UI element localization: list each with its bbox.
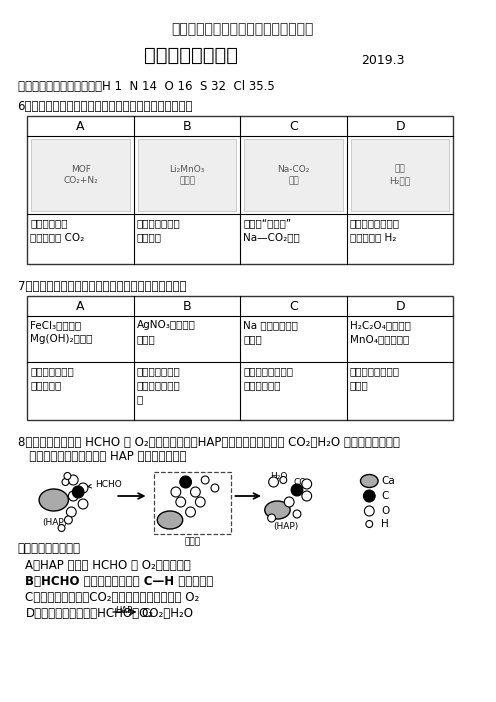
Text: B: B <box>183 119 191 133</box>
Text: (HAP): (HAP) <box>274 522 299 531</box>
Bar <box>27 296 453 420</box>
Text: 产生气泡，随后紫
色褪去: 产生气泡，随后紫 色褪去 <box>350 366 400 390</box>
Text: 6．我国科技创新成果斐然，下列成果与电化学无关的是: 6．我国科技创新成果斐然，下列成果与电化学无关的是 <box>17 100 193 113</box>
Circle shape <box>72 486 84 498</box>
Text: Li₂MnO₃
锂电池: Li₂MnO₃ 锂电池 <box>170 164 205 185</box>
Text: D: D <box>395 119 405 133</box>
Ellipse shape <box>361 475 378 487</box>
Circle shape <box>190 487 200 497</box>
Circle shape <box>186 507 195 517</box>
Text: B: B <box>183 300 191 312</box>
Bar <box>154 472 231 534</box>
Text: AgNO₃溶液滴入
氯水中: AgNO₃溶液滴入 氯水中 <box>137 320 195 344</box>
Text: C: C <box>381 491 388 501</box>
Text: A: A <box>76 119 85 133</box>
Bar <box>351 139 449 211</box>
Text: 可能用到的相对原子质量：H 1  N 14  O 16  S 32  Cl 35.5: 可能用到的相对原子质量：H 1 N 14 O 16 S 32 Cl 35.5 <box>17 80 274 93</box>
Text: 北京市朝阳区高三年级第一次综合练习: 北京市朝阳区高三年级第一次综合练习 <box>171 22 313 36</box>
Text: FeCl₃溶液滴入
Mg(OH)₂浊液中: FeCl₃溶液滴入 Mg(OH)₂浊液中 <box>30 320 93 344</box>
Text: 研发出“可呼吸”
Na—CO₂电池: 研发出“可呼吸” Na—CO₂电池 <box>243 218 300 242</box>
Text: 发出黄色火焰，生
成淡黄色固体: 发出黄色火焰，生 成淡黄色固体 <box>243 366 293 390</box>
Text: CO₂: CO₂ <box>293 478 310 487</box>
Text: HCHO: HCHO <box>88 480 122 489</box>
Circle shape <box>268 514 275 522</box>
Bar <box>138 139 237 211</box>
Text: H₂O: H₂O <box>270 472 287 481</box>
Text: B．HCHO 在反应过程中，有 C—H 键发生断裂: B．HCHO 在反应过程中，有 C—H 键发生断裂 <box>25 575 214 588</box>
Text: 意图如下（图中只画出了 HAP 的部分结构）。: 意图如下（图中只画出了 HAP 的部分结构）。 <box>17 450 186 463</box>
Circle shape <box>293 510 301 518</box>
Circle shape <box>284 497 294 507</box>
Text: Na 块放在坩埚里
并加热: Na 块放在坩埚里 并加热 <box>243 320 298 344</box>
Bar <box>244 139 343 211</box>
Circle shape <box>62 479 69 486</box>
Circle shape <box>302 479 311 489</box>
Text: 有机金属材料
吸附与转化 CO₂: 有机金属材料 吸附与转化 CO₂ <box>30 218 84 242</box>
Circle shape <box>68 491 78 501</box>
Text: O: O <box>381 506 389 516</box>
Text: CO₂＋H₂O: CO₂＋H₂O <box>141 607 193 620</box>
Text: MOF
CO₂+N₂: MOF CO₂+N₂ <box>63 164 98 185</box>
Circle shape <box>364 490 375 502</box>
Text: H₂C₂O₄溶液滴入
MnO₄酸性溶液中: H₂C₂O₄溶液滴入 MnO₄酸性溶液中 <box>350 320 411 344</box>
Text: 理科综合能力测试: 理科综合能力测试 <box>143 46 238 65</box>
Text: D．该反应可表示为：HCHO＋O₂: D．该反应可表示为：HCHO＋O₂ <box>25 607 154 620</box>
Circle shape <box>66 507 76 517</box>
Text: HAP: HAP <box>115 606 132 615</box>
Ellipse shape <box>157 511 183 529</box>
Text: Ca: Ca <box>381 476 395 486</box>
Bar <box>31 139 130 211</box>
Circle shape <box>211 484 219 492</box>
Text: C．根据图示信息，CO₂分子中的氧原子全部自 O₂: C．根据图示信息，CO₂分子中的氧原子全部自 O₂ <box>25 591 200 604</box>
Text: 2019.3: 2019.3 <box>362 54 405 67</box>
Circle shape <box>64 516 72 524</box>
Text: 8．某科研人员提出 HCHO 与 O₂在羟基磷灰石（HAP）表面催化氧化生成 CO₂、H₂O 的历程，该历程示: 8．某科研人员提出 HCHO 与 O₂在羟基磷灰石（HAP）表面催化氧化生成 C… <box>17 436 399 449</box>
Text: D: D <box>395 300 405 312</box>
Circle shape <box>78 483 88 493</box>
Text: C: C <box>289 300 298 312</box>
Circle shape <box>302 491 311 501</box>
Text: 过渡态: 过渡态 <box>185 537 200 546</box>
Circle shape <box>366 520 372 527</box>
Text: (HAP): (HAP) <box>42 518 67 527</box>
Circle shape <box>68 475 78 485</box>
Circle shape <box>201 476 209 484</box>
Circle shape <box>280 477 287 484</box>
Circle shape <box>365 506 374 516</box>
Text: Na-CO₂
电池: Na-CO₂ 电池 <box>277 164 310 185</box>
Text: A．HAP 能提高 HCHO 与 O₂的反应速率: A．HAP 能提高 HCHO 与 O₂的反应速率 <box>25 559 191 572</box>
Text: 下列说法不正确的是: 下列说法不正确的是 <box>17 542 80 555</box>
Circle shape <box>171 487 181 497</box>
Text: 产生白色沉淀，
随后淡黄绿色褪
去: 产生白色沉淀， 随后淡黄绿色褪 去 <box>137 366 181 404</box>
Text: 白色浑浊转化为
红褐色沉淀: 白色浑浊转化为 红褐色沉淀 <box>30 366 74 390</box>
Circle shape <box>291 484 303 496</box>
Circle shape <box>195 497 205 507</box>
Text: 研发出水溶液锂
离子电池: 研发出水溶液锂 离子电池 <box>137 218 181 242</box>
Ellipse shape <box>265 501 290 519</box>
Text: H: H <box>381 519 389 529</box>
Ellipse shape <box>39 489 68 511</box>
Text: 电解
H₂装置: 电解 H₂装置 <box>389 164 411 185</box>
Circle shape <box>269 477 278 487</box>
Circle shape <box>180 476 191 488</box>
Text: A: A <box>76 300 85 312</box>
Bar <box>27 116 453 264</box>
Circle shape <box>64 472 71 479</box>
Text: C: C <box>289 119 298 133</box>
Text: 常温常压下用电解
法制备高纯 H₂: 常温常压下用电解 法制备高纯 H₂ <box>350 218 400 242</box>
Circle shape <box>78 499 88 509</box>
Text: 7．下列实验中的颜色变化，与氧化还原反应无关的是: 7．下列实验中的颜色变化，与氧化还原反应无关的是 <box>17 280 186 293</box>
Circle shape <box>58 524 65 531</box>
Circle shape <box>176 497 186 507</box>
